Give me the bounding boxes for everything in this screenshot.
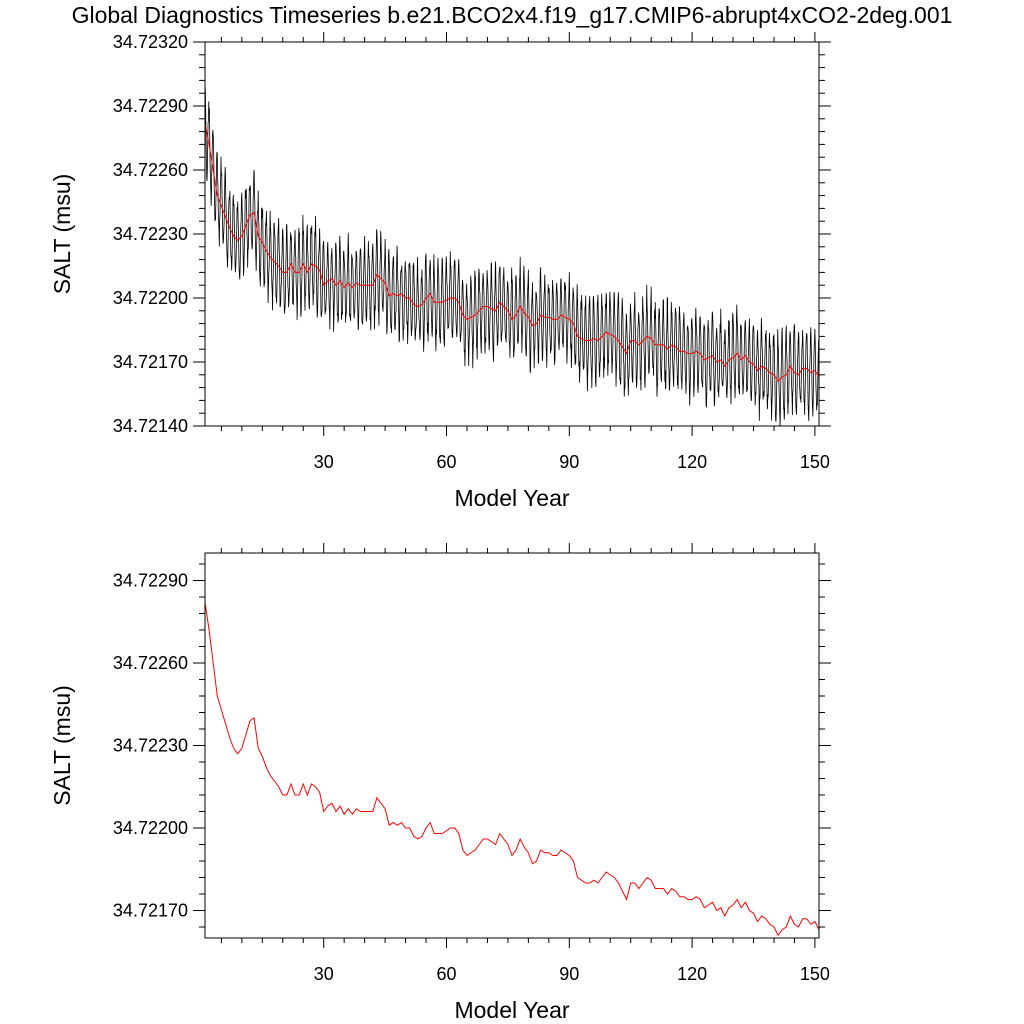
series-annual-line (205, 122, 819, 383)
x-axis-title: Model Year (454, 485, 569, 511)
y-tick-label: 34.72290 (113, 571, 188, 591)
x-tick-label: 30 (314, 452, 334, 472)
bottom-panel: 30 60 90 120 150 34.72170 34.72200 34.72230 34.7… (49, 543, 831, 1023)
plot-frame (204, 41, 820, 427)
x-tick-label: 120 (677, 964, 707, 984)
y-axis-title: SALT (msu) (49, 174, 75, 295)
x-tick-label: 90 (559, 452, 579, 472)
plot-frame (204, 552, 820, 939)
series-monthly-line (205, 84, 819, 426)
x-tick-label: 60 (436, 964, 456, 984)
x-tick-label: 120 (677, 452, 707, 472)
plot-area (205, 602, 819, 937)
y-tick-label: 34.72170 (113, 352, 188, 372)
x-tick-label: 90 (559, 964, 579, 984)
y-tick-label: 34.72290 (113, 96, 188, 116)
x-tick-label: 150 (800, 964, 830, 984)
y-tick-label: 34.72200 (113, 818, 188, 838)
plot-area (205, 84, 819, 426)
x-tick-label: 150 (800, 452, 830, 472)
y-tick-label: 34.72200 (113, 288, 188, 308)
series-annual-line (205, 602, 819, 937)
y-tick-label: 34.72170 (113, 901, 188, 921)
page-title: Global Diagnostics Timeseries b.e21.BCO2… (71, 2, 953, 28)
y-tick-label: 34.72230 (113, 224, 188, 244)
y-tick-label: 34.72320 (113, 32, 188, 52)
top-panel: 30 60 90 120 150 34.72140 34.72170 34.72200 34.7… (49, 32, 831, 511)
y-tick-label: 34.72260 (113, 160, 188, 180)
x-axis-title: Model Year (454, 997, 569, 1023)
x-tick-label: 60 (436, 452, 456, 472)
y-tick-label: 34.72260 (113, 653, 188, 673)
y-tick-label: 34.72230 (113, 736, 188, 756)
y-tick-label: 34.72140 (113, 416, 188, 436)
y-axis-title: SALT (msu) (49, 685, 75, 806)
x-tick-label: 30 (314, 964, 334, 984)
